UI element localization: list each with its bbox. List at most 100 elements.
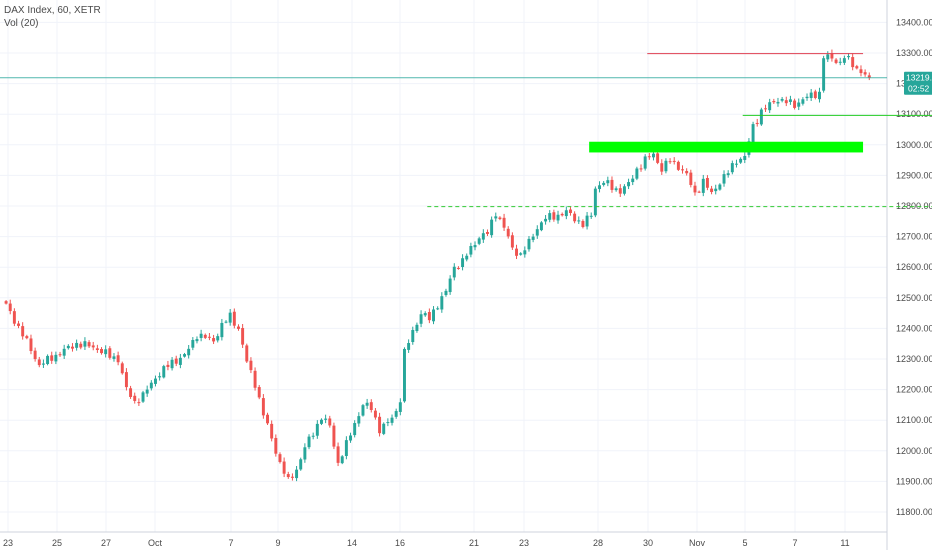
candle-body[interactable] [257, 387, 261, 398]
candle-body[interactable] [54, 354, 58, 362]
candle-body[interactable] [8, 303, 12, 312]
candle-body[interactable] [506, 228, 510, 237]
candle-body[interactable] [183, 354, 186, 357]
candle-body[interactable] [154, 378, 157, 384]
candle-body[interactable] [710, 188, 714, 193]
candle-body[interactable] [573, 213, 577, 222]
candle-body[interactable] [203, 334, 207, 338]
candle-body[interactable] [249, 360, 253, 371]
candle-body[interactable] [320, 419, 323, 424]
candle-body[interactable] [369, 402, 373, 410]
candle-body[interactable] [253, 370, 257, 388]
candle-body[interactable] [62, 348, 66, 356]
candle-body[interactable] [120, 363, 124, 374]
candle-body[interactable] [170, 359, 174, 369]
candle-body[interactable] [237, 326, 240, 329]
candle-body[interactable] [535, 229, 539, 236]
candle-body[interactable] [295, 469, 299, 479]
candle-body[interactable] [714, 188, 718, 192]
candle-body[interactable] [564, 210, 568, 217]
candle-body[interactable] [241, 328, 245, 345]
volume-legend[interactable]: Vol (20) [4, 18, 39, 29]
candle-body[interactable] [407, 343, 411, 350]
candle-body[interactable] [432, 309, 435, 322]
candle-body[interactable] [780, 98, 784, 101]
candle-body[interactable] [859, 69, 863, 74]
candle-body[interactable] [593, 188, 597, 216]
candle-body[interactable] [149, 382, 153, 389]
symbol-legend[interactable]: DAX Index, 60, XETR [4, 5, 101, 16]
candle-body[interactable] [776, 101, 780, 104]
candle-body[interactable] [788, 99, 792, 102]
candle-body[interactable] [469, 245, 473, 255]
candle-body[interactable] [436, 308, 440, 310]
candle-body[interactable] [440, 296, 444, 310]
candle-body[interactable] [494, 216, 498, 219]
candle-body[interactable] [378, 416, 382, 434]
candle-body[interactable] [311, 435, 315, 437]
candle-body[interactable] [270, 423, 274, 439]
candle-body[interactable] [456, 267, 460, 269]
candle-body[interactable] [818, 91, 821, 100]
candle-body[interactable] [585, 215, 589, 227]
candle-body[interactable] [751, 124, 755, 143]
candle-body[interactable] [830, 53, 834, 59]
candle-body[interactable] [299, 459, 303, 470]
candle-body[interactable] [610, 179, 614, 190]
candle-body[interactable] [282, 461, 286, 474]
candle-body[interactable] [515, 248, 518, 256]
candle-body[interactable] [556, 214, 560, 221]
candle-body[interactable] [274, 437, 278, 454]
candle-body[interactable] [672, 160, 676, 162]
candle-body[interactable] [303, 447, 307, 460]
candle-body[interactable] [685, 170, 689, 174]
candle-body[interactable] [46, 355, 50, 365]
candle-body[interactable] [652, 153, 655, 158]
candle-body[interactable] [822, 58, 826, 91]
candle-body[interactable] [133, 395, 137, 401]
candle-body[interactable] [581, 221, 585, 227]
candle-body[interactable] [394, 411, 398, 417]
candle-body[interactable] [826, 54, 830, 60]
candle-body[interactable] [847, 56, 850, 58]
candle-body[interactable] [324, 418, 328, 420]
candle-body[interactable] [423, 313, 427, 316]
candle-body[interactable] [290, 476, 294, 478]
candle-body[interactable] [365, 402, 369, 406]
candle-body[interactable] [664, 160, 668, 172]
candle-body[interactable] [689, 172, 693, 185]
candle-body[interactable] [705, 178, 709, 188]
candle-body[interactable] [12, 311, 16, 324]
candle-body[interactable] [693, 185, 697, 193]
candle-body[interactable] [531, 236, 535, 240]
candle-body[interactable] [158, 376, 162, 378]
candle-body[interactable] [336, 446, 340, 463]
candle-body[interactable] [444, 290, 448, 296]
candle-body[interactable] [519, 253, 523, 255]
candle-body[interactable] [95, 348, 99, 351]
candle-body[interactable] [307, 436, 311, 448]
candle-body[interactable] [730, 163, 734, 173]
candle-body[interactable] [403, 348, 406, 402]
candle-body[interactable] [4, 301, 8, 304]
candle-body[interactable] [178, 357, 182, 365]
candle-body[interactable] [112, 356, 116, 359]
candle-body[interactable] [382, 423, 386, 434]
candle-body[interactable] [37, 359, 41, 366]
candle-body[interactable] [523, 250, 527, 255]
candle-body[interactable] [867, 75, 871, 78]
candle-body[interactable] [349, 435, 352, 441]
candle-body[interactable] [129, 388, 133, 397]
candle-body[interactable] [569, 209, 572, 214]
candle-body[interactable] [660, 163, 664, 172]
candle-body[interactable] [344, 440, 348, 457]
candle-body[interactable] [75, 342, 79, 348]
candle-body[interactable] [863, 72, 867, 75]
candle-body[interactable] [639, 168, 643, 170]
candle-body[interactable] [527, 238, 531, 250]
candle-body[interactable] [266, 414, 269, 424]
candle-body[interactable] [216, 336, 220, 341]
candle-body[interactable] [386, 422, 390, 424]
candle-body[interactable] [793, 100, 797, 108]
candle-body[interactable] [174, 358, 178, 364]
